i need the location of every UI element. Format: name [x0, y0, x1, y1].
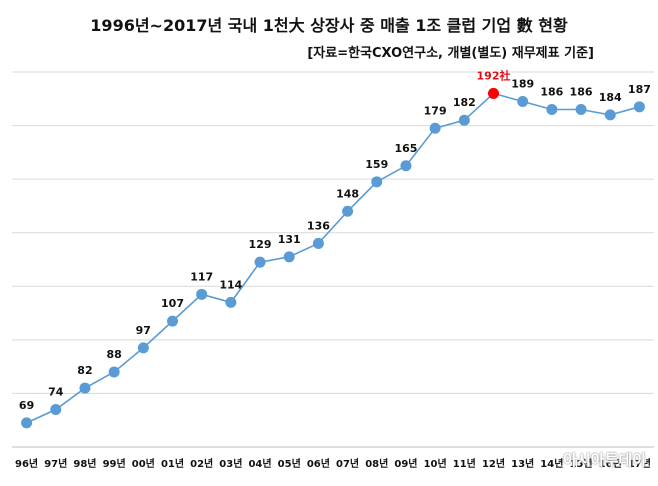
data-label: 131 [278, 233, 301, 246]
data-label: 88 [106, 348, 121, 361]
x-tick-label: 99년 [103, 457, 126, 470]
x-tick-label: 10년 [424, 457, 447, 470]
x-tick-label: 03년 [219, 457, 242, 470]
x-tick-label: 08년 [365, 457, 388, 470]
data-point [342, 205, 354, 217]
data-label: 82 [77, 364, 92, 377]
data-label: 114 [219, 278, 242, 291]
data-label: 74 [48, 386, 64, 399]
x-tick-label: 98년 [73, 457, 96, 470]
highlight-point [488, 87, 499, 99]
data-label: 117 [190, 270, 213, 283]
data-point [312, 237, 324, 249]
data-label: 184 [599, 91, 622, 104]
data-point [371, 176, 383, 188]
x-tick-label: 12년 [482, 457, 505, 470]
x-tick-label: 13년 [511, 457, 534, 470]
x-tick-label: 15년 [569, 457, 592, 470]
data-point [21, 417, 33, 429]
data-label: 192社 [477, 68, 511, 82]
x-tick-label: 05년 [278, 457, 301, 470]
data-point [429, 122, 441, 134]
x-tick-label: 02년 [190, 457, 213, 470]
data-label: 129 [249, 238, 272, 251]
x-tick-label: 11년 [453, 457, 476, 470]
watermark-logo: 아시아투데이 [563, 451, 646, 469]
data-point [254, 256, 266, 268]
data-point [575, 104, 587, 115]
data-point [546, 104, 558, 115]
data-label: 179 [424, 104, 447, 117]
data-point [400, 160, 412, 172]
data-label: 186 [540, 86, 563, 99]
data-label: 189 [511, 77, 534, 90]
x-tick-label: 00년 [132, 457, 155, 470]
data-label: 187 [628, 83, 651, 96]
data-point [196, 288, 208, 300]
data-point [633, 101, 645, 113]
data-label: 186 [570, 86, 593, 99]
data-point [79, 382, 91, 394]
data-label: 165 [394, 142, 417, 155]
chart-title: 1996년~2017년 국내 1천大 상장사 중 매출 1조 클럽 기업 數 현… [90, 16, 568, 35]
data-point [517, 95, 529, 107]
x-tick-label: 17년 [628, 457, 651, 470]
data-point [225, 296, 237, 308]
x-tick-label: 09년 [394, 457, 417, 470]
x-tick-label: 04년 [248, 457, 271, 470]
data-label: 148 [336, 187, 359, 200]
x-tick-label: 16년 [599, 457, 622, 470]
x-tick-label: 07년 [336, 457, 359, 470]
x-tick-label: 14년 [540, 457, 563, 470]
data-point [283, 251, 295, 263]
data-point [604, 109, 616, 121]
data-label: 107 [161, 297, 184, 310]
data-point [167, 315, 178, 327]
data-point [137, 342, 149, 354]
x-tick-label: 01년 [161, 457, 184, 470]
data-label: 69 [19, 399, 34, 412]
series-line [26, 92, 640, 424]
x-tick-label: 96년 [15, 457, 38, 470]
data-point [50, 404, 62, 415]
chart-subtitle: [자료=한국CXO연구소, 개별(별도) 재무제표 기준] [307, 46, 594, 61]
data-label: 182 [453, 96, 476, 109]
data-label: 159 [365, 158, 388, 171]
data-label: 136 [307, 219, 330, 232]
x-tick-label: 06년 [307, 457, 330, 470]
x-tick-label: 97년 [44, 457, 67, 470]
data-label: 97 [136, 324, 151, 337]
data-point [108, 366, 120, 378]
data-point [458, 114, 470, 126]
